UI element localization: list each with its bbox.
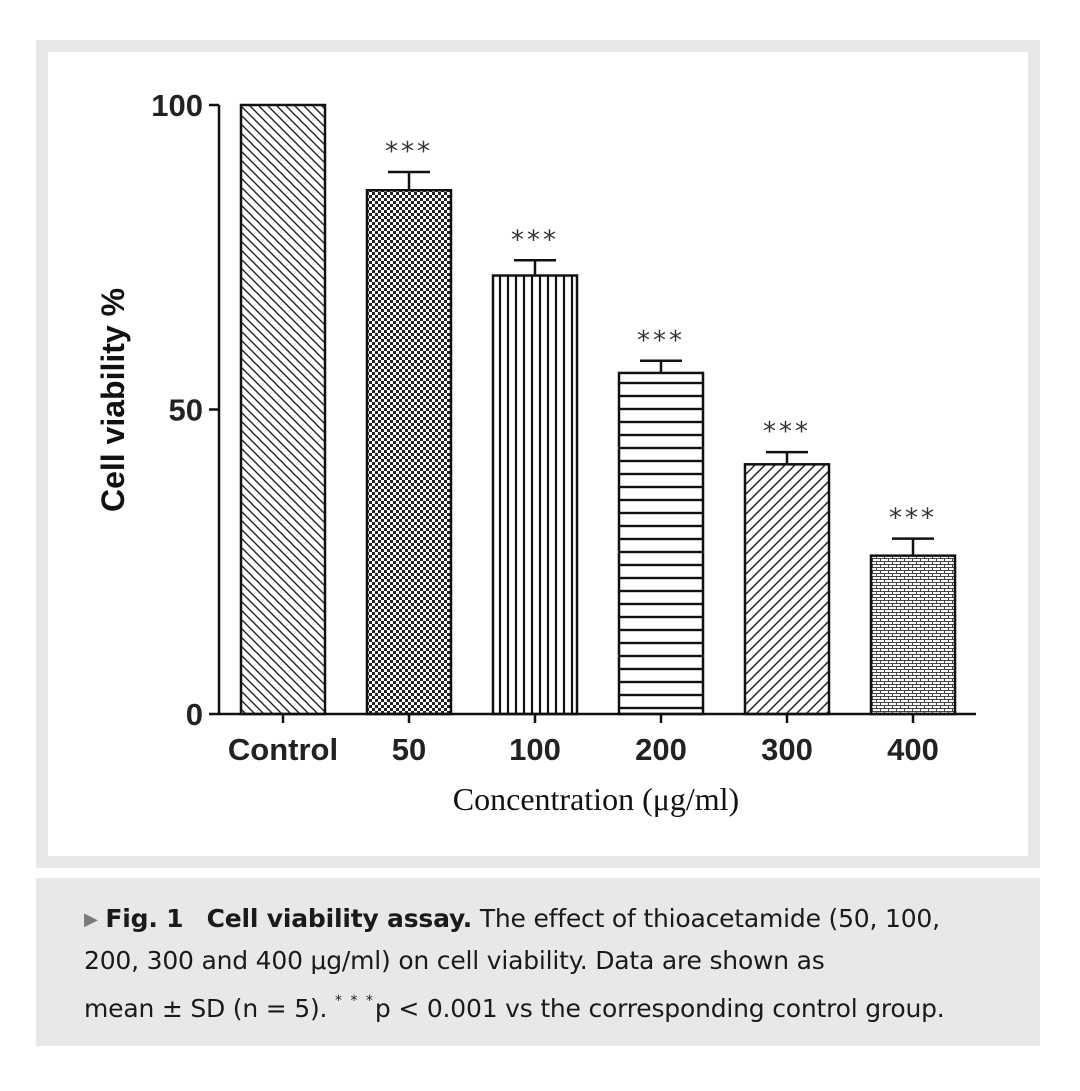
caption-line3-start: mean ± SD (n = 5).: [84, 994, 328, 1023]
bar-control: [239, 103, 327, 716]
y-tick-label: 0: [186, 697, 203, 732]
bar-300: [743, 463, 831, 716]
x-tick-label: 100: [509, 732, 561, 767]
caption-title: Cell viability assay.: [206, 904, 473, 933]
caption-line1: The effect of thioacetamide (50, 100,: [479, 904, 940, 933]
figure-frame: *** *** *** *** *** Control 50 100 200 300 400 0 50…: [36, 40, 1040, 868]
y-axis-label: Cell viability %: [95, 288, 131, 512]
bar-50: [365, 189, 453, 716]
bar-100: [491, 274, 579, 716]
axes-layer: Control 50 100 200 300 400 0 50 100: [151, 88, 976, 767]
figure-caption: ▶ Fig. 1 Cell viability assay. The effec…: [36, 878, 1040, 1046]
caption-line2: 200, 300 and 400 μg/ml) on cell viabilit…: [84, 946, 825, 975]
figure-label: Fig. 1: [105, 904, 184, 933]
x-tick-label: 200: [635, 732, 687, 767]
x-tick-label: Control: [228, 732, 338, 767]
significance-label: ***: [637, 326, 685, 356]
significance-label: ***: [763, 417, 811, 447]
significance-label: ***: [889, 504, 937, 534]
significance-label: ***: [385, 137, 433, 167]
y-tick-label: 50: [169, 393, 203, 428]
caption-line3-end: p < 0.001 vs the corresponding control g…: [374, 994, 945, 1023]
x-tick-label: 300: [761, 732, 813, 767]
significance-mark: * * *: [335, 993, 375, 1009]
x-tick-label: 50: [392, 732, 426, 767]
bar-200: [617, 371, 705, 716]
bar-chart: *** *** *** *** *** Control 50 100 200 300 400 0 50…: [48, 52, 1028, 856]
y-tick-label: 100: [151, 88, 203, 123]
caption-marker-icon: ▶: [84, 909, 98, 930]
caption-text: ▶ Fig. 1 Cell viability assay. The effec…: [84, 898, 1004, 1029]
x-axis-label: Concentration (μg/ml): [453, 781, 739, 817]
significance-label: ***: [511, 225, 559, 255]
bar-400: [869, 554, 957, 716]
x-tick-label: 400: [887, 732, 939, 767]
